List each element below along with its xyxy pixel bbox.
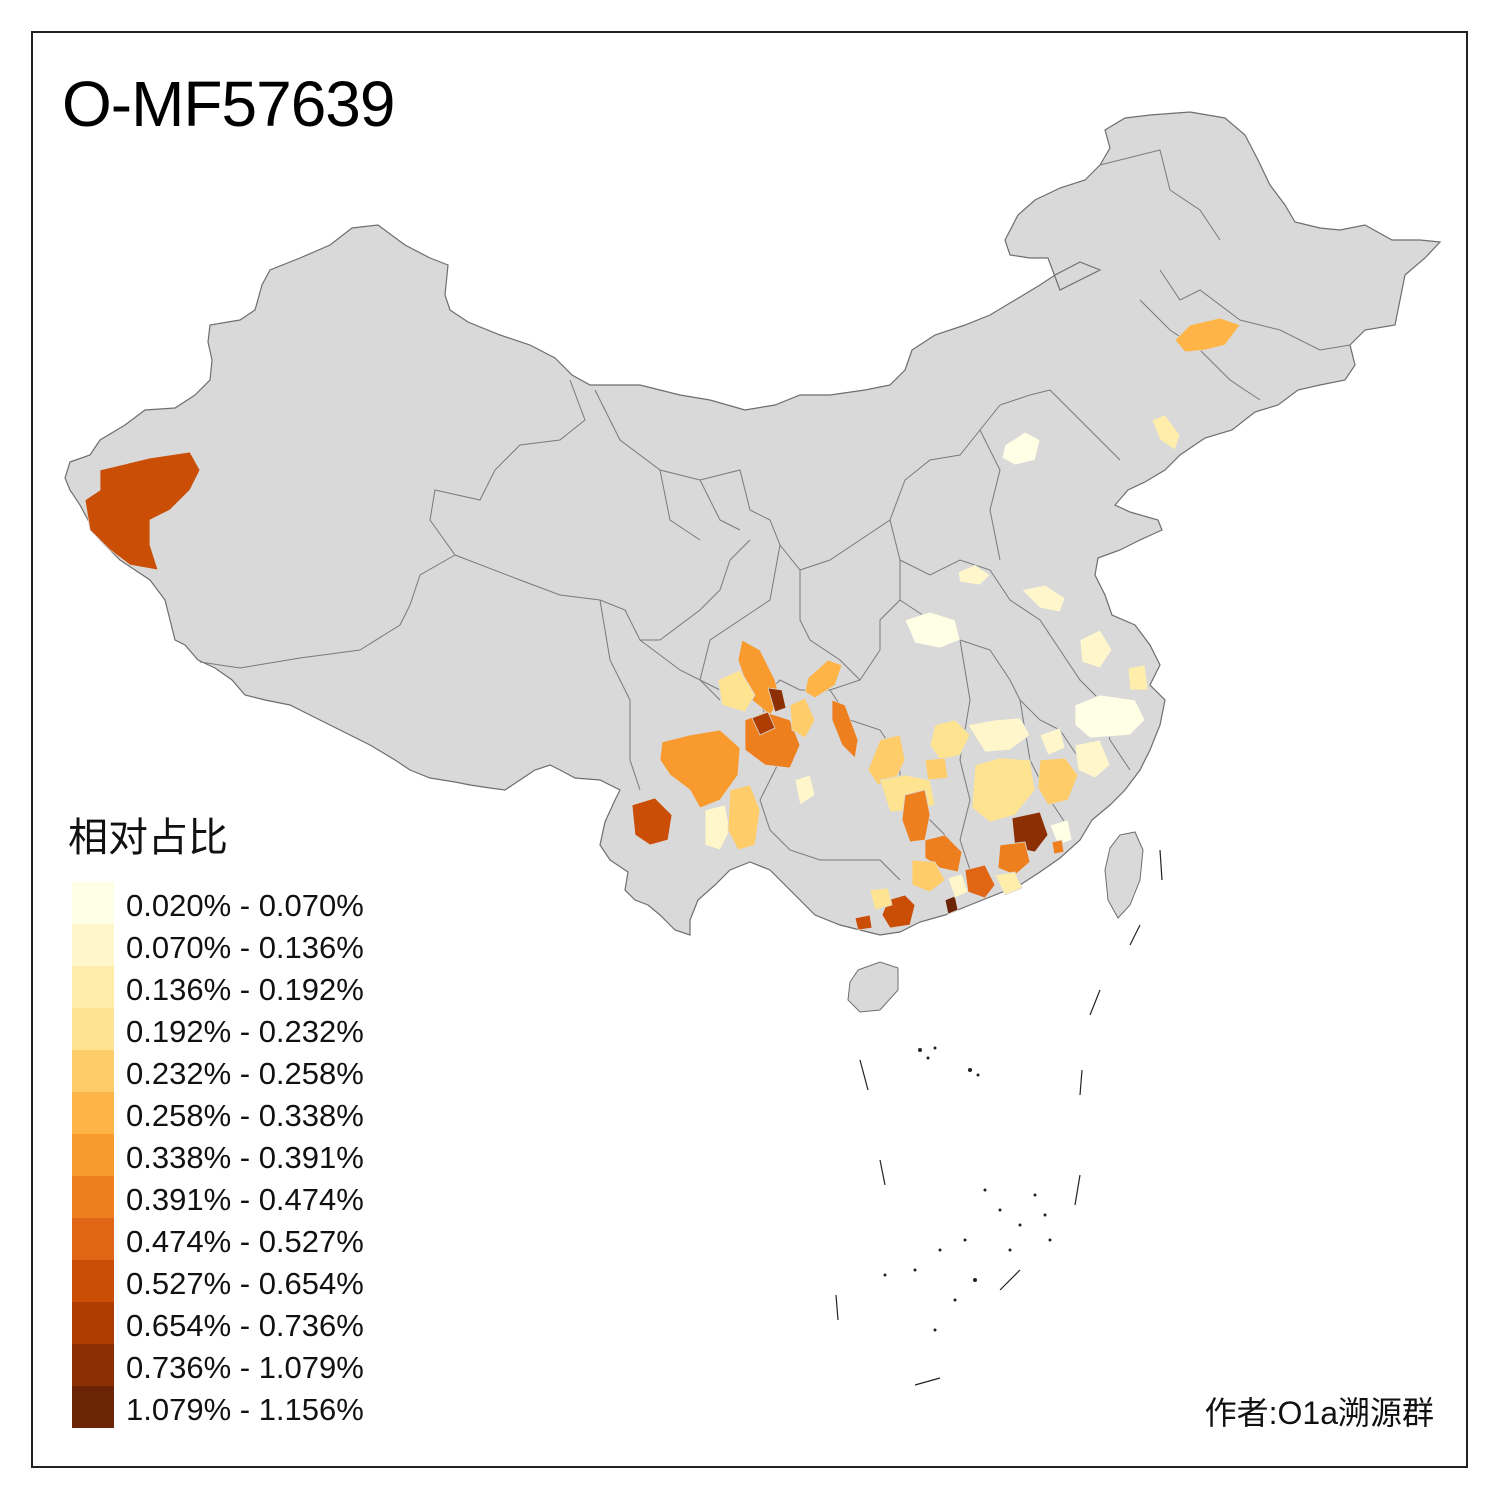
legend-label: 0.020% - 0.070%	[126, 888, 364, 923]
region-dazhou[interactable]	[831, 699, 859, 759]
hainan[interactable]	[847, 961, 899, 1013]
legend-item: 0.232% - 0.258%	[72, 1050, 412, 1092]
legend-label: 0.474% - 0.527%	[126, 1224, 364, 1259]
region-sichuan-mid[interactable]	[717, 669, 756, 713]
legend-label: 0.736% - 1.079%	[126, 1350, 364, 1385]
region-ganzi[interactable]	[659, 729, 741, 809]
region-guangxi-mid[interactable]	[911, 859, 946, 893]
legend-label: 0.070% - 0.136%	[126, 930, 364, 965]
region-meizhou[interactable]	[997, 841, 1031, 876]
legend-label: 0.338% - 0.391%	[126, 1140, 364, 1175]
legend-swatch	[72, 1008, 114, 1050]
islands	[883, 1046, 1052, 1332]
legend-label: 0.232% - 0.258%	[126, 1056, 364, 1091]
map-title: O-MF57639	[62, 68, 395, 140]
region-ganzi-dark[interactable]	[767, 687, 787, 713]
region-shaanxi[interactable]	[904, 611, 961, 649]
region-xiamen[interactable]	[1049, 819, 1073, 846]
legend-item: 0.258% - 0.338%	[72, 1092, 412, 1134]
region-hanzhong[interactable]	[804, 659, 843, 699]
region-shenzhen[interactable]	[944, 895, 959, 915]
legend-item: 0.070% - 0.136%	[72, 924, 412, 966]
region-kunming[interactable]	[727, 784, 761, 851]
region-jiangxi[interactable]	[971, 757, 1036, 823]
legend-label: 0.136% - 0.192%	[126, 972, 364, 1007]
region-quzhou[interactable]	[1039, 727, 1066, 756]
region-huizhou[interactable]	[994, 871, 1023, 896]
region-dali[interactable]	[631, 797, 673, 846]
taiwan[interactable]	[1104, 831, 1144, 919]
region-fujian-north[interactable]	[1074, 739, 1111, 779]
legend-swatch	[72, 1050, 114, 1092]
choropleth-regions	[84, 317, 1241, 931]
region-kashgar[interactable]	[84, 451, 201, 571]
region-jiangxi-north[interactable]	[967, 717, 1031, 753]
legend-swatch	[72, 924, 114, 966]
legend-item: 1.079% - 1.156%	[72, 1386, 412, 1428]
legend-item: 0.338% - 0.391%	[72, 1134, 412, 1176]
legend-label: 0.258% - 0.338%	[126, 1098, 364, 1133]
legend-label: 0.654% - 0.736%	[126, 1308, 364, 1343]
legend-swatch	[72, 966, 114, 1008]
legend-swatch	[72, 882, 114, 924]
legend-item: 0.192% - 0.232%	[72, 1008, 412, 1050]
legend-title: 相对占比	[68, 816, 228, 860]
legend-swatch	[72, 1260, 114, 1302]
region-beihai[interactable]	[854, 914, 873, 931]
region-chengdu-core[interactable]	[751, 711, 776, 736]
legend-label: 0.192% - 0.232%	[126, 1014, 364, 1049]
region-hubei[interactable]	[929, 719, 971, 761]
region-suining[interactable]	[789, 697, 816, 739]
region-yunnan-mid[interactable]	[704, 804, 731, 851]
legend-item: 0.020% - 0.070%	[72, 882, 412, 924]
legend: 0.020% - 0.070% 0.070% - 0.136% 0.136% -…	[72, 882, 412, 1428]
region-guizhou[interactable]	[794, 774, 816, 806]
legend-item: 0.527% - 0.654%	[72, 1260, 412, 1302]
author-credit: 作者:O1a溯源群	[1204, 1395, 1434, 1431]
legend-swatch	[72, 1134, 114, 1176]
legend-label: 0.527% - 0.654%	[126, 1266, 364, 1301]
south-china-sea-lines	[835, 849, 1163, 1386]
region-jiangxi-east[interactable]	[1037, 757, 1079, 806]
legend-label: 1.079% - 1.156%	[126, 1392, 364, 1427]
region-xuzhou[interactable]	[1021, 584, 1066, 613]
region-henan[interactable]	[957, 564, 991, 586]
region-guangxi-west[interactable]	[869, 887, 893, 911]
legend-swatch	[72, 1386, 114, 1428]
legend-label: 0.391% - 0.474%	[126, 1182, 364, 1217]
legend-swatch	[72, 1302, 114, 1344]
legend-item: 0.136% - 0.192%	[72, 966, 412, 1008]
region-harbin[interactable]	[1174, 317, 1241, 353]
region-zhaoqing[interactable]	[947, 873, 969, 899]
region-zhangzhou[interactable]	[1051, 839, 1065, 855]
legend-item: 0.391% - 0.474%	[72, 1176, 412, 1218]
legend-swatch	[72, 1218, 114, 1260]
legend-swatch	[72, 1176, 114, 1218]
region-hubei-south[interactable]	[924, 757, 949, 781]
region-jilin-light[interactable]	[1151, 414, 1181, 451]
region-anhui[interactable]	[1079, 629, 1113, 669]
legend-swatch	[72, 1092, 114, 1134]
legend-item: 0.736% - 1.079%	[72, 1344, 412, 1386]
region-guangzhou[interactable]	[964, 864, 996, 899]
legend-item: 0.654% - 0.736%	[72, 1302, 412, 1344]
legend-item: 0.474% - 0.527%	[72, 1218, 412, 1260]
region-zhejiang[interactable]	[1074, 694, 1146, 739]
legend-swatch	[72, 1344, 114, 1386]
region-shanghai[interactable]	[1127, 664, 1149, 691]
region-beijing[interactable]	[1001, 431, 1041, 466]
